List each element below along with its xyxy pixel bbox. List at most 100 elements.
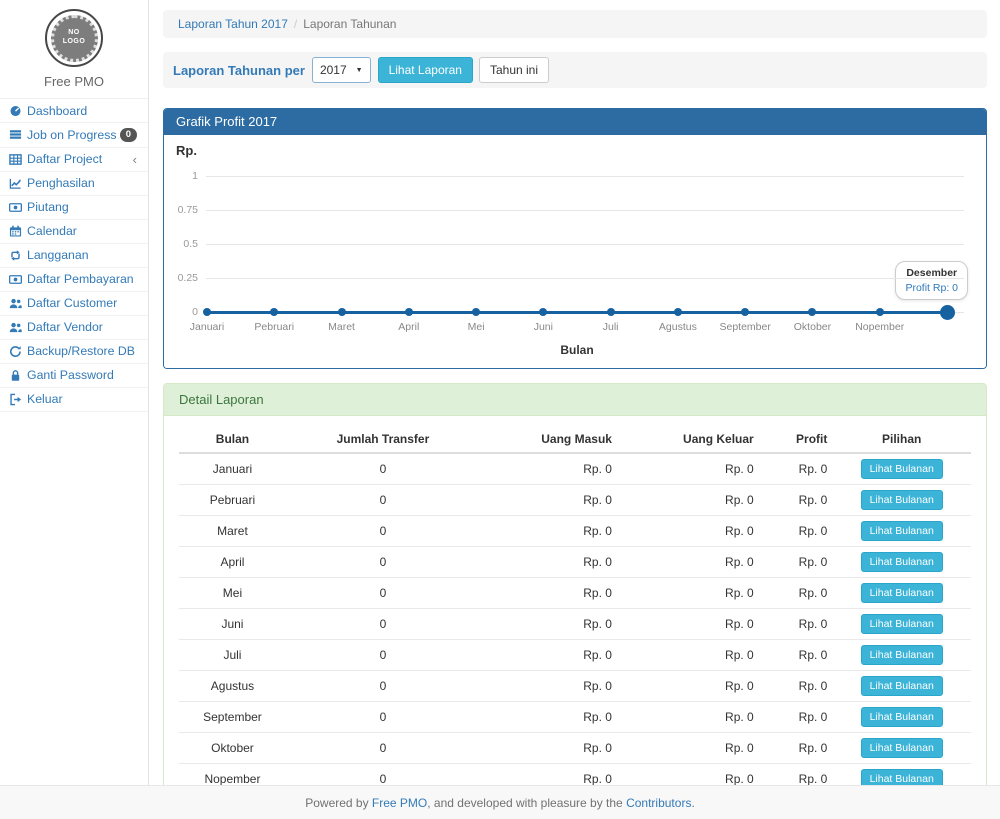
sidebar-item-daftar-vendor[interactable]: Daftar Vendor xyxy=(0,316,148,340)
cell-uang_masuk: Rp. 0 xyxy=(480,547,617,578)
sidebar-item-dashboard[interactable]: Dashboard xyxy=(0,99,148,123)
sidebar-item-label: Daftar Customer xyxy=(27,296,140,310)
sidebar-item-backup-restore-db[interactable]: Backup/Restore DB xyxy=(0,340,148,364)
lihat-bulanan-button-nopember[interactable]: Lihat Bulanan xyxy=(861,769,943,785)
cell-uang_keluar: Rp. 0 xyxy=(617,485,759,516)
cell-uang_masuk: Rp. 0 xyxy=(480,609,617,640)
data-point-juli[interactable] xyxy=(607,308,615,316)
data-point-agustus[interactable] xyxy=(674,308,682,316)
cell-uang_keluar: Rp. 0 xyxy=(617,702,759,733)
tahun-ini-button[interactable]: Tahun ini xyxy=(479,57,549,83)
sidebar-item-daftar-customer[interactable]: Daftar Customer xyxy=(0,292,148,316)
cell-uang_masuk: Rp. 0 xyxy=(480,453,617,485)
data-point-maret[interactable] xyxy=(338,308,346,316)
sidebar-item-ganti-password[interactable]: Ganti Password xyxy=(0,364,148,388)
column-header-pilihan: Pilihan xyxy=(832,426,971,453)
brand-name: Free PMO xyxy=(0,74,148,89)
cell-uang_keluar: Rp. 0 xyxy=(617,516,759,547)
sidebar-item-label: Dashboard xyxy=(27,104,140,118)
lihat-laporan-button[interactable]: Lihat Laporan xyxy=(378,57,473,83)
breadcrumb-current: Laporan Tahunan xyxy=(303,17,396,31)
cell-uang_keluar: Rp. 0 xyxy=(617,547,759,578)
lihat-bulanan-button-juni[interactable]: Lihat Bulanan xyxy=(861,614,943,634)
sidebar-item-piutang[interactable]: Piutang xyxy=(0,196,148,220)
sidebar-item-keluar[interactable]: Keluar xyxy=(0,388,148,412)
cell-jumlah_transfer: 0 xyxy=(286,578,480,609)
sidebar-item-calendar[interactable]: Calendar xyxy=(0,220,148,244)
refresh-icon xyxy=(9,345,22,358)
x-tick-label: Pebruari xyxy=(241,321,307,333)
cell-action: Lihat Bulanan xyxy=(832,640,971,671)
data-point-april[interactable] xyxy=(405,308,413,316)
lihat-bulanan-button-april[interactable]: Lihat Bulanan xyxy=(861,552,943,572)
cell-uang_keluar: Rp. 0 xyxy=(617,733,759,764)
gridline xyxy=(206,244,964,245)
table-row-agustus: Agustus0Rp. 0Rp. 0Rp. 0Lihat Bulanan xyxy=(179,671,971,702)
column-header-bulan: Bulan xyxy=(179,426,286,453)
x-tick-label: Maret xyxy=(309,321,375,333)
x-tick-label: Oktober xyxy=(779,321,845,333)
cell-uang_masuk: Rp. 0 xyxy=(480,702,617,733)
lihat-bulanan-button-januari[interactable]: Lihat Bulanan xyxy=(861,459,943,479)
column-header-profit: Profit xyxy=(759,426,833,453)
cell-action: Lihat Bulanan xyxy=(832,485,971,516)
sidebar-item-label: Ganti Password xyxy=(27,368,140,382)
data-point-mei[interactable] xyxy=(472,308,480,316)
footer-prefix: Powered by xyxy=(305,796,372,810)
cell-profit: Rp. 0 xyxy=(759,516,833,547)
footer-text: Powered by Free PMO, and developed with … xyxy=(305,796,695,810)
cell-bulan: April xyxy=(179,547,286,578)
caret-down-icon: ▼ xyxy=(356,67,363,74)
sidebar-item-daftar-project[interactable]: Daftar Project‹ xyxy=(0,148,148,172)
cell-uang_masuk: Rp. 0 xyxy=(480,671,617,702)
data-point-januari[interactable] xyxy=(203,308,211,316)
sidebar-item-job-on-progress[interactable]: Job on Progress0 xyxy=(0,123,148,148)
cell-bulan: Januari xyxy=(179,453,286,485)
data-point-september[interactable] xyxy=(741,308,749,316)
data-point-desember-highlighted[interactable] xyxy=(940,305,955,320)
sidebar-item-langganan[interactable]: Langganan xyxy=(0,244,148,268)
footer-freepmo-link[interactable]: Free PMO xyxy=(372,796,427,810)
site-footer: Powered by Free PMO, and developed with … xyxy=(0,785,1000,819)
cell-profit: Rp. 0 xyxy=(759,453,833,485)
sidebar-item-label: Langganan xyxy=(27,248,140,262)
x-tick-label: Agustus xyxy=(645,321,711,333)
lihat-bulanan-button-mei[interactable]: Lihat Bulanan xyxy=(861,583,943,603)
data-point-pebruari[interactable] xyxy=(270,308,278,316)
chart-y-axis-title: Rp. xyxy=(176,143,197,158)
sidebar-item-label: Piutang xyxy=(27,200,140,214)
year-select[interactable]: 2017 ▼ xyxy=(312,57,371,83)
money-icon xyxy=(9,201,22,214)
footer-contributors-link[interactable]: Contributors. xyxy=(626,796,695,810)
data-point-nopember[interactable] xyxy=(876,308,884,316)
column-header-uang-keluar: Uang Keluar xyxy=(617,426,759,453)
chart-x-axis-title: Bulan xyxy=(207,343,947,357)
sidebar-item-label: Penghasilan xyxy=(27,176,140,190)
data-point-juni[interactable] xyxy=(539,308,547,316)
lihat-bulanan-button-oktober[interactable]: Lihat Bulanan xyxy=(861,738,943,758)
cell-jumlah_transfer: 0 xyxy=(286,547,480,578)
y-tick-label: 0.25 xyxy=(164,272,198,284)
detail-laporan-table: BulanJumlah TransferUang MasukUang Kelua… xyxy=(179,426,971,785)
chart-panel: Grafik Profit 2017 Rp. Desember Profit R… xyxy=(163,108,987,369)
gridline xyxy=(206,278,964,279)
table-row-mei: Mei0Rp. 0Rp. 0Rp. 0Lihat Bulanan xyxy=(179,578,971,609)
logo: NO LOGO xyxy=(0,0,148,67)
lihat-bulanan-button-september[interactable]: Lihat Bulanan xyxy=(861,707,943,727)
lihat-bulanan-button-pebruari[interactable]: Lihat Bulanan xyxy=(861,490,943,510)
sidebar-item-label: Backup/Restore DB xyxy=(27,344,140,358)
cell-uang_keluar: Rp. 0 xyxy=(617,578,759,609)
cell-uang_masuk: Rp. 0 xyxy=(480,485,617,516)
lihat-bulanan-button-juli[interactable]: Lihat Bulanan xyxy=(861,645,943,665)
sidebar-item-daftar-pembayaran[interactable]: Daftar Pembayaran xyxy=(0,268,148,292)
cell-uang_masuk: Rp. 0 xyxy=(480,516,617,547)
lihat-bulanan-button-maret[interactable]: Lihat Bulanan xyxy=(861,521,943,541)
data-point-oktober[interactable] xyxy=(808,308,816,316)
lihat-bulanan-button-agustus[interactable]: Lihat Bulanan xyxy=(861,676,943,696)
cell-profit: Rp. 0 xyxy=(759,702,833,733)
cell-uang_keluar: Rp. 0 xyxy=(617,671,759,702)
cell-jumlah_transfer: 0 xyxy=(286,453,480,485)
breadcrumb-separator: / xyxy=(294,17,297,31)
sidebar-item-penghasilan[interactable]: Penghasilan xyxy=(0,172,148,196)
breadcrumb-link-laporan-tahun[interactable]: Laporan Tahun 2017 xyxy=(178,17,288,31)
